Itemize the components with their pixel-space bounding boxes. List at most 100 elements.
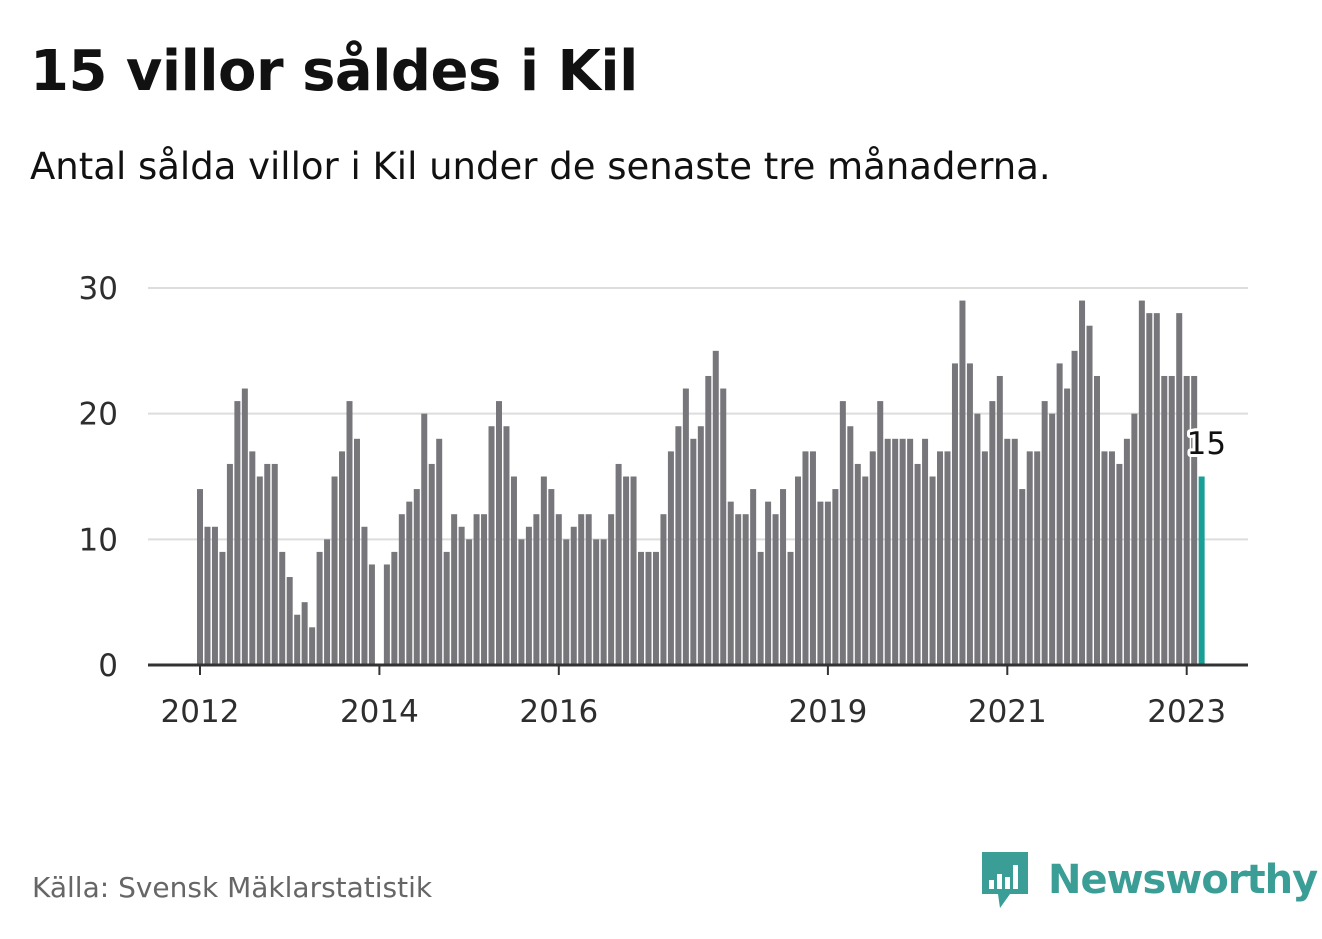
bar bbox=[1026, 451, 1033, 665]
bar bbox=[346, 401, 353, 665]
bar bbox=[1034, 451, 1041, 665]
bar bbox=[981, 451, 988, 665]
bar bbox=[1056, 363, 1063, 665]
bar bbox=[765, 501, 772, 665]
newsworthy-brand[interactable]: Newsworthy bbox=[980, 848, 1318, 912]
bar bbox=[264, 463, 271, 665]
bar bbox=[398, 514, 405, 665]
bar bbox=[862, 476, 869, 665]
bar bbox=[907, 438, 914, 665]
bar bbox=[630, 476, 637, 665]
bar bbox=[959, 300, 966, 665]
x-axis-labels: 2012 2014 2016 2019 2021 2023 bbox=[161, 694, 1227, 730]
bar bbox=[256, 476, 263, 665]
bar bbox=[510, 476, 517, 665]
bar bbox=[787, 551, 794, 665]
bar bbox=[966, 363, 973, 665]
annotations: 15 bbox=[1184, 423, 1229, 465]
bar bbox=[757, 551, 764, 665]
bar bbox=[1138, 300, 1145, 665]
source-note: Källa: Svensk Mäklarstatistik bbox=[32, 871, 433, 904]
bar bbox=[428, 463, 435, 665]
y-tick-label-0: 0 bbox=[98, 648, 118, 684]
bar bbox=[593, 539, 600, 665]
bar bbox=[914, 463, 921, 665]
bar bbox=[742, 514, 749, 665]
bar bbox=[884, 438, 891, 665]
bar bbox=[436, 438, 443, 665]
bar bbox=[951, 363, 958, 665]
bar bbox=[996, 375, 1003, 665]
bar bbox=[204, 526, 211, 665]
bar bbox=[383, 564, 390, 665]
bar bbox=[249, 451, 256, 665]
bar bbox=[585, 514, 592, 665]
bar bbox=[271, 463, 278, 665]
bar bbox=[712, 350, 719, 665]
x-tick-label-2014: 2014 bbox=[340, 694, 419, 730]
bar bbox=[608, 514, 615, 665]
bar bbox=[421, 413, 428, 665]
bar bbox=[339, 451, 346, 665]
bar bbox=[839, 401, 846, 665]
bar bbox=[1191, 375, 1198, 665]
bar bbox=[443, 551, 450, 665]
bar bbox=[533, 514, 540, 665]
y-tick-label-30: 30 bbox=[79, 271, 118, 307]
bar bbox=[458, 526, 465, 665]
bar bbox=[1086, 325, 1093, 665]
bar bbox=[1131, 413, 1138, 665]
y-axis-labels: 0 10 20 30 bbox=[79, 271, 118, 684]
bar bbox=[309, 627, 316, 665]
bar bbox=[226, 463, 233, 665]
chart-title: 15 villor såldes i Kil bbox=[30, 39, 638, 104]
x-tick-label-2021: 2021 bbox=[968, 694, 1047, 730]
x-tick-label-2016: 2016 bbox=[519, 694, 598, 730]
brand-name: Newsworthy bbox=[1048, 857, 1318, 903]
bar bbox=[1146, 313, 1153, 665]
bar bbox=[391, 551, 398, 665]
bar bbox=[667, 451, 674, 665]
bar bbox=[817, 501, 824, 665]
bar-highlight bbox=[1198, 476, 1205, 665]
bar bbox=[697, 426, 704, 665]
bar bbox=[1153, 313, 1160, 665]
bar bbox=[1064, 388, 1071, 665]
newsworthy-logo-icon bbox=[982, 852, 1028, 908]
bar bbox=[802, 451, 809, 665]
bar bbox=[1094, 375, 1100, 665]
bar bbox=[847, 426, 854, 665]
bar bbox=[563, 539, 570, 665]
bar bbox=[1079, 300, 1086, 665]
bar bbox=[197, 489, 203, 665]
x-tick-label-2012: 2012 bbox=[161, 694, 240, 730]
bar bbox=[578, 514, 585, 665]
bar bbox=[234, 401, 241, 665]
bar bbox=[600, 539, 607, 665]
bar bbox=[286, 577, 293, 665]
bar bbox=[331, 476, 338, 665]
bar bbox=[503, 426, 510, 665]
bar bbox=[481, 514, 488, 665]
bar bbox=[772, 514, 779, 665]
bar bbox=[735, 514, 742, 665]
bar bbox=[496, 401, 502, 665]
bar bbox=[219, 551, 226, 665]
bar bbox=[682, 388, 689, 665]
bar bbox=[780, 489, 787, 665]
bar bbox=[211, 526, 218, 665]
chart-subtitle: Antal sålda villor i Kil under de senast… bbox=[30, 145, 1051, 188]
bar bbox=[937, 451, 944, 665]
bar bbox=[316, 551, 323, 665]
bar bbox=[854, 463, 861, 665]
bar bbox=[944, 451, 951, 665]
bar bbox=[1011, 438, 1018, 665]
bar bbox=[615, 463, 622, 665]
bar bbox=[555, 514, 562, 665]
bar bbox=[294, 614, 301, 665]
bar bbox=[1123, 438, 1130, 665]
bar bbox=[929, 476, 936, 665]
bar bbox=[809, 451, 816, 665]
bar bbox=[675, 426, 682, 665]
bar bbox=[1071, 350, 1078, 665]
